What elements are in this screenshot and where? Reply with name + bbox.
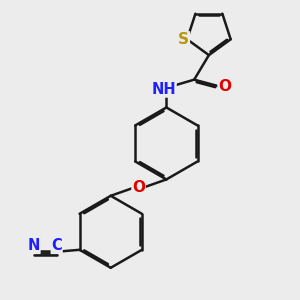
Text: O: O	[218, 79, 231, 94]
Text: S: S	[178, 32, 189, 47]
Text: NH: NH	[152, 82, 176, 97]
Text: C: C	[51, 238, 62, 253]
Text: N: N	[28, 238, 40, 253]
Text: O: O	[132, 180, 145, 195]
